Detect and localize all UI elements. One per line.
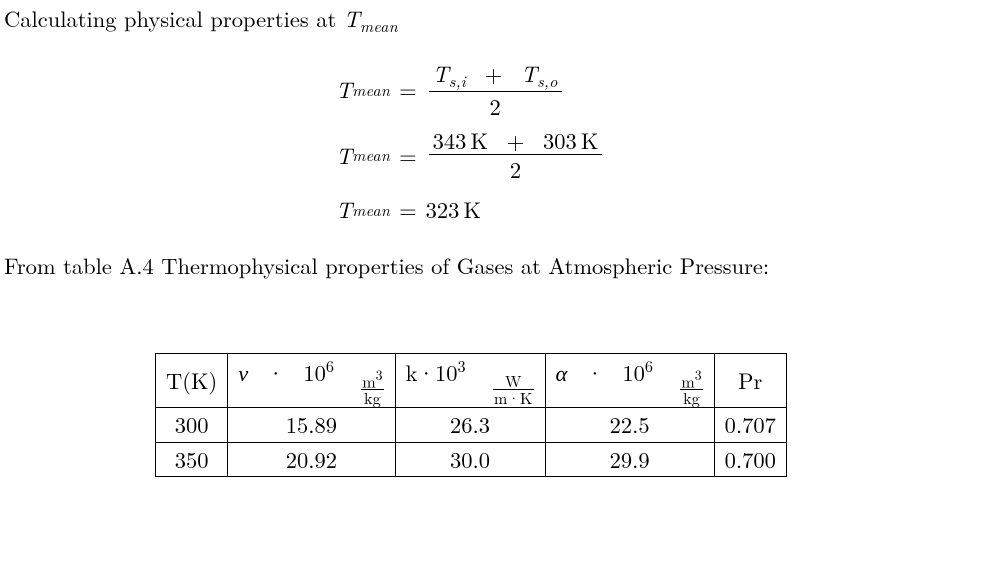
- sym-T-si: T: [433, 57, 449, 89]
- sym-T-so: T: [521, 57, 537, 89]
- hdr-Pr: Pr: [738, 364, 762, 396]
- lhs-3: Tmean: [336, 193, 390, 225]
- equation-result: Tmean = 323K: [336, 193, 997, 225]
- hdr-k-unit: W m·K: [493, 373, 534, 405]
- equation-numeric: Tmean = 343K + 303K 2: [336, 126, 997, 183]
- u-m3-exp-2: 3: [695, 364, 702, 384]
- cell-nu: 15.89: [228, 408, 395, 442]
- cell-alpha: 22.5: [545, 408, 714, 442]
- col-alpha: α · 106 m3 kg: [545, 354, 714, 408]
- hdr-T: T(K): [166, 364, 217, 396]
- hdr-nu-sym: ν: [238, 356, 248, 388]
- after-eq-line: From table A.4 Thermophysical properties…: [4, 249, 997, 281]
- hdr-nu-exp: 6: [326, 354, 334, 377]
- hdr-alpha-sym: α: [556, 356, 568, 388]
- hdr-alpha-unit: m3 kg: [680, 368, 702, 405]
- col-Pr: Pr: [714, 354, 786, 408]
- col-T: T(K): [156, 354, 228, 408]
- sym-mean-lhs2: mean: [352, 143, 390, 166]
- equals-3: =: [399, 193, 417, 225]
- sub-si: s,i: [449, 69, 466, 92]
- hdr-k-dot: ·: [417, 356, 435, 388]
- sym-T-lhs2: T: [336, 139, 352, 171]
- equation-symbolic: Tmean = Ts,i + Ts,o 2: [336, 59, 997, 120]
- rhs-1: Ts,i + Ts,o 2: [426, 59, 565, 120]
- hdr-k-exp: 3: [457, 354, 465, 377]
- properties-table: T(K) ν · 106 m3 kg k·103 W m·K: [155, 353, 787, 477]
- cell-Pr: 0.707: [714, 408, 786, 442]
- cell-alpha: 29.9: [545, 442, 714, 476]
- hdr-nu-dot: ·: [267, 356, 285, 388]
- equals-1: =: [399, 73, 417, 105]
- table-row: 300 15.89 26.3 22.5 0.707: [156, 408, 787, 442]
- intro-text: Calculating physical properties at: [4, 2, 344, 34]
- result-val: 323: [426, 193, 460, 225]
- hdr-k-sym: k: [406, 356, 418, 388]
- unit-K-2: K: [581, 124, 599, 156]
- col-nu: ν · 106 m3 kg: [228, 354, 395, 408]
- equals-2: =: [399, 139, 417, 171]
- sym-T-lhs3: T: [336, 193, 352, 225]
- hdr-alpha-ten: 10: [622, 356, 645, 388]
- rhs-2: 343K + 303K 2: [426, 126, 606, 183]
- rhs-3: 323K: [426, 193, 481, 225]
- sym-T: T: [344, 2, 360, 34]
- sym-mean-lhs3: mean: [352, 198, 390, 221]
- sym-mean-lhs1: mean: [352, 78, 390, 101]
- after-text: From table A.4 Thermophysical properties…: [4, 249, 769, 281]
- u-m3-exp: 3: [376, 364, 383, 384]
- u-kg: kg: [363, 390, 382, 405]
- u-mK: m·K: [493, 390, 534, 405]
- num-right: 303: [543, 124, 577, 156]
- u-kg-2: kg: [682, 390, 701, 405]
- hdr-alpha-exp: 6: [645, 354, 653, 377]
- hdr-nu-ten: 10: [303, 356, 326, 388]
- hdr-nu-unit: m3 kg: [361, 368, 383, 405]
- cell-k: 30.0: [395, 442, 545, 476]
- table-header-row: T(K) ν · 106 m3 kg k·103 W m·K: [156, 354, 787, 408]
- table-row: 350 20.92 30.0 29.9 0.700: [156, 442, 787, 476]
- frac-den-2: 2: [506, 155, 525, 183]
- cell-Pr: 0.700: [714, 442, 786, 476]
- unit-K-1: K: [470, 124, 488, 156]
- intro-line: Calculating physical properties at Tmean: [4, 2, 997, 37]
- hdr-alpha-dot: ·: [586, 356, 604, 388]
- lhs: Tmean: [336, 73, 390, 105]
- sym-mean: mean: [360, 14, 398, 37]
- cell-k: 26.3: [395, 408, 545, 442]
- frac-den-1: 2: [485, 92, 504, 120]
- equation-block: Tmean = Ts,i + Ts,o 2 Tmean =: [0, 59, 997, 225]
- frac-numeric: 343K + 303K 2: [429, 126, 603, 183]
- plus-1: +: [473, 57, 513, 89]
- sym-T-lhs1: T: [336, 73, 352, 105]
- num-left: 343: [433, 124, 467, 156]
- unit-K-3: K: [463, 193, 481, 225]
- cell-T: 350: [156, 442, 228, 476]
- plus-2: +: [496, 124, 536, 156]
- frac-num-1: Ts,i + Ts,o: [429, 59, 562, 91]
- cell-nu: 20.92: [228, 442, 395, 476]
- cell-T: 300: [156, 408, 228, 442]
- hdr-k-ten: 10: [435, 356, 458, 388]
- frac-symbolic: Ts,i + Ts,o 2: [429, 59, 562, 120]
- sub-so: s,o: [537, 69, 557, 92]
- frac-num-2: 343K + 303K: [429, 126, 603, 154]
- document-page: Calculating physical properties at Tmean…: [0, 2, 997, 477]
- lhs-2: Tmean: [336, 139, 390, 171]
- col-k: k·103 W m·K: [395, 354, 545, 408]
